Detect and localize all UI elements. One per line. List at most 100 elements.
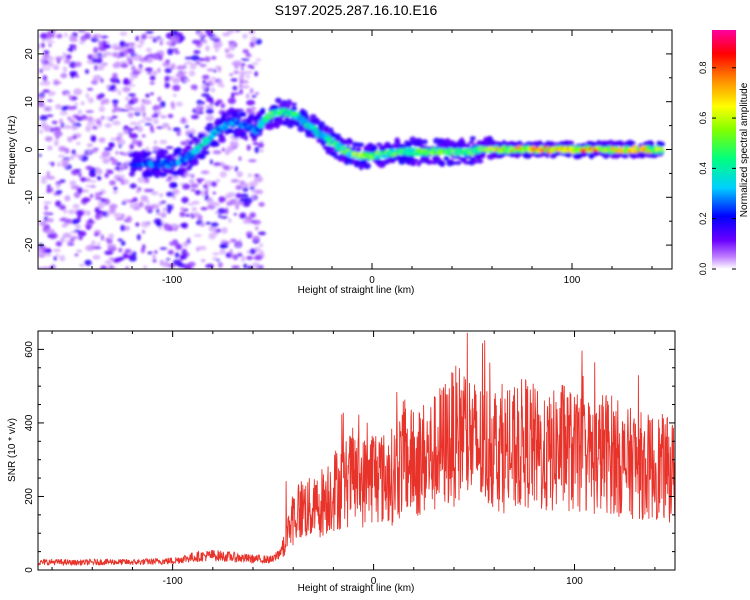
noise-blob — [144, 122, 152, 126]
noise-blob — [226, 146, 234, 153]
noise-blob — [239, 70, 247, 77]
ridge-halo-blob — [281, 100, 287, 105]
noise-blob — [100, 234, 104, 241]
noise-blob — [69, 180, 77, 187]
noise-blob — [65, 92, 70, 96]
noise-blob — [127, 93, 136, 97]
ridge-halo-blob — [333, 153, 339, 160]
noise-blob — [77, 230, 87, 237]
noise-blob — [101, 151, 111, 157]
noise-blob — [156, 208, 160, 214]
noise-blob — [75, 74, 80, 78]
y-tick-label: 10 — [24, 96, 35, 108]
noise-blob — [159, 101, 166, 108]
noise-blob — [38, 102, 42, 105]
noise-blob — [39, 220, 47, 226]
noise-blob — [215, 49, 219, 52]
ridge-halo-blob — [411, 161, 417, 166]
ridge-halo-blob — [197, 153, 206, 160]
noise-blob — [92, 148, 98, 154]
noise-blob — [149, 81, 155, 85]
noise-blob — [194, 189, 202, 196]
noise-blob — [46, 175, 56, 180]
noise-blob — [118, 247, 123, 253]
noise-blob — [128, 61, 133, 65]
noise-blob — [197, 31, 205, 37]
noise-blob — [60, 105, 68, 112]
noise-blob — [226, 201, 233, 207]
noise-blob — [135, 35, 140, 42]
noise-blob — [104, 123, 112, 128]
noise-blob — [56, 162, 61, 167]
noise-blob — [46, 248, 51, 254]
ridge-halo-blob — [194, 139, 202, 144]
noise-blob — [111, 158, 119, 166]
noise-blob — [212, 257, 219, 261]
noise-blob — [122, 252, 128, 259]
noise-blob — [243, 263, 248, 269]
noise-blob — [196, 104, 203, 108]
noise-blob — [147, 251, 153, 255]
noise-blob — [130, 45, 136, 49]
noise-blob — [171, 182, 178, 189]
ridge-halo-blob — [179, 167, 186, 173]
noise-blob — [140, 106, 146, 113]
noise-blob — [99, 214, 103, 219]
ridge-halo-blob — [212, 142, 220, 147]
noise-blob — [184, 56, 193, 60]
noise-blob — [50, 161, 55, 167]
noise-blob — [200, 40, 208, 44]
y-tick-label: 200 — [24, 488, 35, 505]
noise-blob — [218, 214, 222, 218]
noise-blob — [53, 248, 61, 253]
colorbar-tick-label: 0.8 — [698, 61, 708, 74]
noise-blob — [179, 223, 187, 228]
noise-blob — [235, 30, 239, 33]
noise-blob — [205, 45, 210, 52]
noise-blob — [217, 79, 223, 87]
ridge-halo-blob — [347, 139, 353, 145]
noise-blob — [157, 96, 162, 102]
ridge-halo-blob — [476, 158, 484, 164]
noise-blob — [258, 202, 265, 207]
noise-blob — [100, 54, 106, 59]
snr-frame — [37, 330, 676, 571]
noise-blob — [168, 241, 177, 246]
noise-blob — [145, 93, 150, 98]
noise-blob — [156, 212, 165, 216]
noise-blob — [232, 141, 239, 148]
noise-blob — [228, 218, 232, 223]
noise-blob — [175, 72, 185, 78]
noise-blob — [181, 248, 188, 253]
ridge-halo-blob — [132, 168, 137, 172]
noise-blob — [61, 223, 68, 228]
noise-blob — [162, 123, 170, 129]
noise-blob — [204, 190, 208, 196]
noise-blob — [170, 30, 179, 37]
noise-blob — [152, 37, 158, 43]
noise-blob — [260, 250, 264, 254]
ridge-halo-blob — [206, 122, 214, 128]
noise-blob — [174, 225, 180, 228]
ridge-halo-blob — [356, 146, 362, 153]
noise-blob — [174, 35, 178, 41]
noise-blob — [43, 50, 50, 55]
noise-blob — [212, 191, 216, 195]
ridge-halo-blob — [568, 140, 575, 145]
noise-blob — [104, 260, 112, 265]
noise-blob — [210, 181, 218, 187]
y-tick-label: 20 — [24, 48, 35, 60]
noise-blob — [59, 205, 66, 211]
snr-panel: -100 0 100 0 200 400 600 Height of straight li… — [7, 330, 676, 594]
noise-blob — [172, 127, 181, 132]
noise-blob — [184, 173, 193, 177]
noise-blob — [129, 121, 139, 126]
colorbar-tick-label: 0.6 — [698, 112, 708, 125]
noise-blob — [91, 79, 98, 85]
noise-blob — [117, 89, 122, 96]
noise-blob — [104, 250, 114, 256]
noise-blob — [217, 208, 226, 214]
x-tick-label: -100 — [162, 275, 182, 286]
colorbar-tick-label: 0.0 — [698, 263, 708, 276]
noise-blob — [201, 93, 210, 97]
